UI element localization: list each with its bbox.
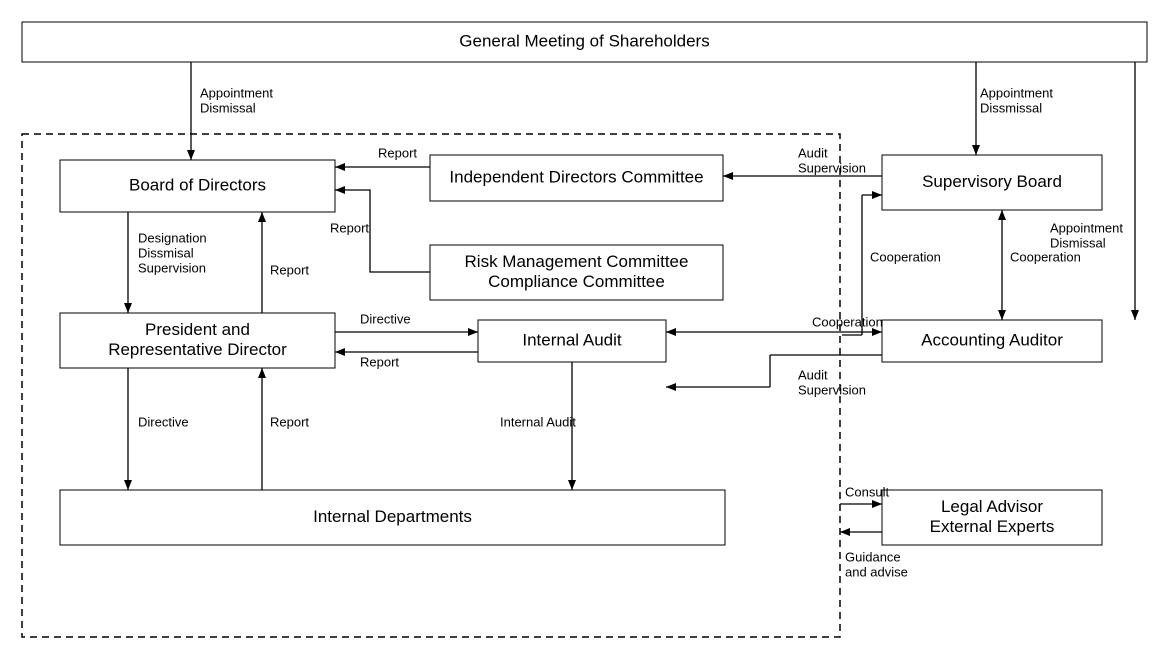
node-idc-text: Independent Directors Committee <box>449 167 703 186</box>
edge-label-6: Dissmisal <box>138 246 194 261</box>
edge-label-11: Report <box>270 415 309 430</box>
edge-label-4: Report <box>330 221 369 236</box>
edge-label-2: Appointment <box>1050 221 1123 236</box>
node-prd-text: President and <box>145 320 250 339</box>
edge-label-9: Report <box>360 355 399 370</box>
edge-label-8: Directive <box>360 312 411 327</box>
edge-label-12: Internal Audit <box>500 415 576 430</box>
node-aa-text: Accounting Auditor <box>921 330 1063 349</box>
node-sb-text: Supervisory Board <box>922 172 1062 191</box>
edge-label-18: Guidance <box>845 550 901 565</box>
edge-label-1: Appointment <box>980 86 1053 101</box>
edge-label-17: Consult <box>845 485 889 500</box>
node-bod-text: Board of Directors <box>129 175 266 194</box>
node-ia-text: Internal Audit <box>522 330 622 349</box>
edge-label-0: Appointment <box>200 86 273 101</box>
edge-label-5: Supervision <box>798 161 866 176</box>
node-rmc-text: Risk Management Committee <box>465 252 689 271</box>
edge-label-6: Designation <box>138 231 207 246</box>
node-prd-text: Representative Director <box>108 340 287 359</box>
edge-label-5: Audit <box>798 146 828 161</box>
node-rmc-text: Compliance Committee <box>488 272 665 291</box>
edge-label-3: Report <box>378 146 417 161</box>
edge-label-2: Dismissal <box>1050 236 1106 251</box>
edge-label-7: Report <box>270 263 309 278</box>
edge-label-0: Dismissal <box>200 101 256 116</box>
edge-label-14: Audit <box>798 368 828 383</box>
edge-label-18: and advise <box>845 565 908 580</box>
edge-label-13: Cooperation <box>812 315 883 330</box>
edge-label-16: Cooperation <box>1010 250 1081 265</box>
node-idep-text: Internal Departments <box>313 507 472 526</box>
node-lae-text: Legal Advisor <box>941 497 1043 516</box>
edge-label-14: Supervision <box>798 383 866 398</box>
edge-label-1: Dissmissal <box>980 101 1042 116</box>
edge-label-10: Directive <box>138 415 189 430</box>
node-gms-text: General Meeting of Shareholders <box>459 31 709 50</box>
edge-label-6: Supervision <box>138 261 206 276</box>
node-lae-text: External Experts <box>930 517 1055 536</box>
edge-label-15: Cooperation <box>870 250 941 265</box>
